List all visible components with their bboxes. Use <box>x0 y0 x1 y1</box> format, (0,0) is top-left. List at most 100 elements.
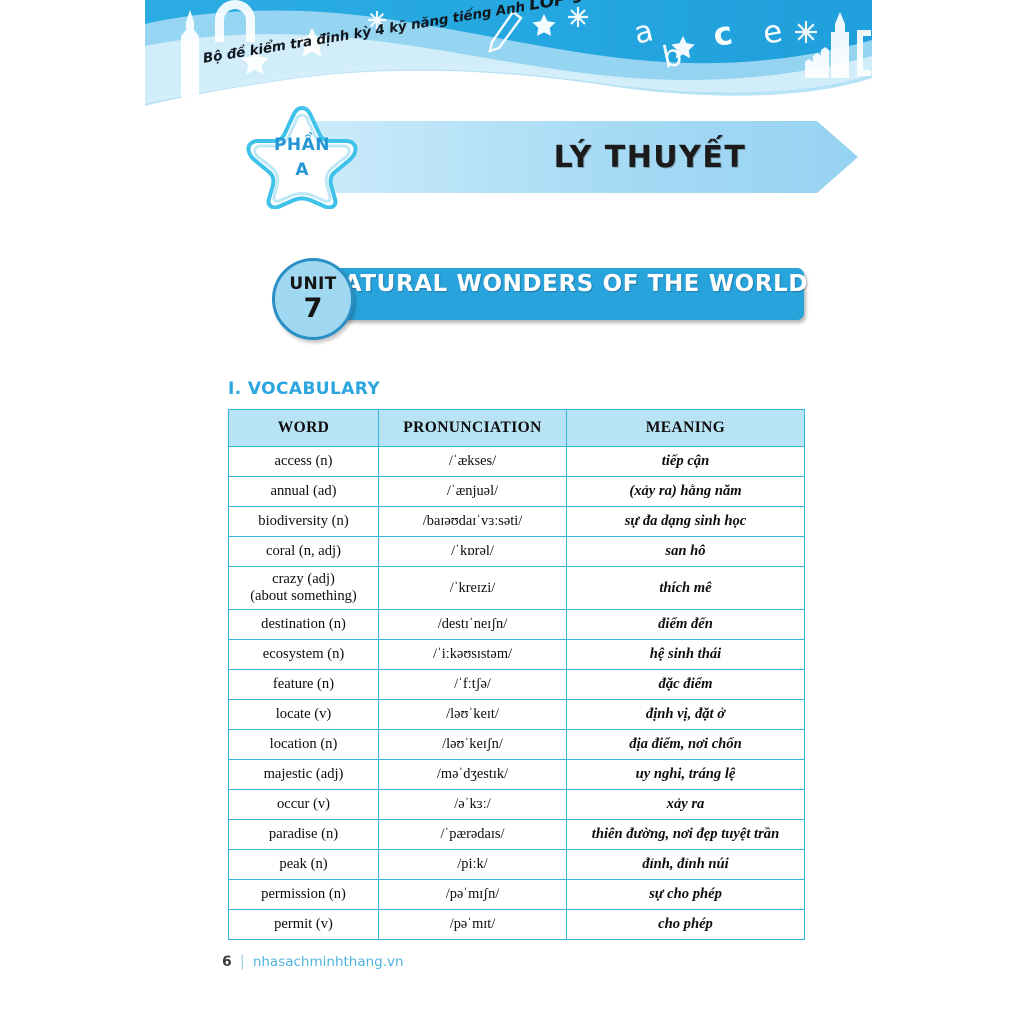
unit-label: UNIT <box>289 274 337 294</box>
cell-pronunciation: /piːk/ <box>378 849 567 880</box>
cell-pronunciation: /ˈækses/ <box>378 446 567 477</box>
cell-pronunciation: /məˈdʒestɪk/ <box>378 759 567 790</box>
cell-word: destination (n) <box>228 609 379 640</box>
table-row: permit (v)/pəˈmɪt/cho phép <box>228 909 805 940</box>
cell-pronunciation: /baɪəʊdaɪˈvɜːsəti/ <box>378 506 567 537</box>
cell-pronunciation: /destɪˈneɪʃn/ <box>378 609 567 640</box>
cell-pronunciation: /əˈkɜː/ <box>378 789 567 820</box>
table-row: peak (n)/piːk/đỉnh, đỉnh núi <box>228 849 805 880</box>
part-section-header: LÝ THUYẾT PHẦN A <box>243 103 863 211</box>
table-row: paradise (n)/ˈpærədaɪs/thiên đường, nơi … <box>228 819 805 850</box>
cell-word: majestic (adj) <box>228 759 379 790</box>
part-star-badge: PHẦN A <box>243 103 361 210</box>
cell-word: peak (n) <box>228 849 379 880</box>
table-row: crazy (adj) (about something)/ˈkreɪzi/thí… <box>228 566 805 610</box>
section-title-vocabulary: I. VOCABULARY <box>228 379 381 399</box>
vocabulary-table: WORD PRONUNCIATION MEANING access (n)/ˈæ… <box>228 409 805 940</box>
cell-meaning: hệ sinh thái <box>566 639 805 670</box>
cell-word: paradise (n) <box>228 819 379 850</box>
cell-word: occur (v) <box>228 789 379 820</box>
cell-pronunciation: /ˈkreɪzi/ <box>378 566 567 610</box>
table-row: feature (n)/ˈfːtʃə/đặc điểm <box>228 669 805 700</box>
cell-meaning: (xảy ra) hằng năm <box>566 476 805 507</box>
page-number: 6 <box>222 954 232 970</box>
page-footer: 6 | nhasachminhthang.vn <box>222 952 404 970</box>
part-banner-label: LÝ THUYẾT <box>553 139 747 175</box>
table-row: biodiversity (n)/baɪəʊdaɪˈvɜːsəti/sự đa … <box>228 506 805 537</box>
cell-word: location (n) <box>228 729 379 760</box>
cell-meaning: xảy ra <box>566 789 805 820</box>
cell-word-line2: (about something) <box>250 588 357 604</box>
cell-pronunciation: /pəˈmɪt/ <box>378 909 567 940</box>
cell-meaning: sự cho phép <box>566 879 805 910</box>
table-row: location (n)/ləʊˈkeɪʃn/địa điểm, nơi chố… <box>228 729 805 760</box>
pencil-icon <box>488 10 523 53</box>
cell-meaning: cho phép <box>566 909 805 940</box>
cell-pronunciation: /ləʊˈkeɪʃn/ <box>378 729 567 760</box>
star-decoration <box>241 14 695 75</box>
footer-site-url: nhasachminhthang.vn <box>252 954 404 970</box>
cell-pronunciation: /ˈænjuəl/ <box>378 476 567 507</box>
cell-meaning: đỉnh, đỉnh núi <box>566 849 805 880</box>
cell-word-line1: crazy (adj) <box>272 571 335 587</box>
column-header-word: WORD <box>228 409 379 447</box>
cell-meaning: sự đa dạng sinh học <box>566 506 805 537</box>
cell-meaning: uy nghi, tráng lệ <box>566 759 805 790</box>
cell-word: permission (n) <box>228 879 379 910</box>
decorative-header-band: a b c e Bộ đề kiểm tra định kỳ 4 kỹ năng… <box>145 0 872 112</box>
cell-meaning: tiếp cận <box>566 446 805 477</box>
table-row: destination (n)/destɪˈneɪʃn/điểm đến <box>228 609 805 640</box>
table-row: permission (n)/pəˈmɪʃn/sự cho phép <box>228 879 805 910</box>
cell-word: annual (ad) <box>228 476 379 507</box>
star-badge-shape <box>246 106 358 210</box>
cell-word: crazy (adj) (about something) <box>228 566 379 610</box>
part-banner: LÝ THUYẾT <box>300 117 863 197</box>
cell-pronunciation: /ˈiːkəʊsɪstəm/ <box>378 639 567 670</box>
table-header-row: WORD PRONUNCIATION MEANING <box>228 409 805 447</box>
cell-meaning: san hô <box>566 536 805 567</box>
cell-word: ecosystem (n) <box>228 639 379 670</box>
table-row: ecosystem (n)/ˈiːkəʊsɪstəm/hệ sinh thái <box>228 639 805 670</box>
unit-title: NATURAL WONDERS OF THE WORLD <box>323 271 809 297</box>
unit-number: 7 <box>303 293 323 324</box>
cell-pronunciation: /ləʊˈkeɪt/ <box>378 699 567 730</box>
cell-word: feature (n) <box>228 669 379 700</box>
cell-pronunciation: /ˈpærədaɪs/ <box>378 819 567 850</box>
column-header-meaning: MEANING <box>566 409 805 447</box>
table-row: majestic (adj)/məˈdʒestɪk/uy nghi, tráng… <box>228 759 805 790</box>
cell-pronunciation: /pəˈmɪʃn/ <box>378 879 567 910</box>
cell-word: access (n) <box>228 446 379 477</box>
header-band-graphic: a b c e <box>145 0 872 107</box>
table-row: occur (v)/əˈkɜː/xảy ra <box>228 789 805 820</box>
cell-meaning: đặc điểm <box>566 669 805 700</box>
letter-decorations: a b c e <box>630 13 785 76</box>
unit-header: NATURAL WONDERS OF THE WORLD UNIT 7 <box>272 258 809 340</box>
vocabulary-table-wrap: WORD PRONUNCIATION MEANING access (n)/ˈæ… <box>228 409 805 940</box>
table-row: locate (v)/ləʊˈkeɪt/định vị, đặt ở <box>228 699 805 730</box>
cell-word: coral (n, adj) <box>228 536 379 567</box>
cell-pronunciation: /ˈfːtʃə/ <box>378 669 567 700</box>
tower-icon <box>181 10 199 100</box>
unit-number-badge: UNIT 7 <box>272 258 354 340</box>
cell-meaning: thích mê <box>566 566 805 610</box>
cell-word: biodiversity (n) <box>228 506 379 537</box>
cell-meaning: địa điểm, nơi chốn <box>566 729 805 760</box>
part-banner-shape <box>300 121 858 193</box>
cityscape-icon <box>805 12 871 78</box>
cell-pronunciation: /ˈkɒrəl/ <box>378 536 567 567</box>
snowflake-icon <box>368 7 817 43</box>
cell-meaning: điểm đến <box>566 609 805 640</box>
table-row: coral (n, adj)/ˈkɒrəl/san hô <box>228 536 805 567</box>
column-header-pronunciation: PRONUNCIATION <box>378 409 567 447</box>
footer-separator: | <box>239 952 245 970</box>
table-row: access (n)/ˈækses/tiếp cận <box>228 446 805 477</box>
cell-meaning: thiên đường, nơi đẹp tuyệt trần <box>566 819 805 850</box>
cell-meaning: định vị, đặt ở <box>566 699 805 730</box>
unit-title-bar <box>312 268 804 320</box>
cell-word: permit (v) <box>228 909 379 940</box>
vocabulary-table-body: access (n)/ˈækses/tiếp cận annual (ad)/ˈæ… <box>228 446 805 940</box>
table-row: annual (ad)/ˈænjuəl/(xảy ra) hằng năm <box>228 476 805 507</box>
horseshoe-icon <box>215 0 255 42</box>
vocabulary-table-head: WORD PRONUNCIATION MEANING <box>228 409 805 447</box>
